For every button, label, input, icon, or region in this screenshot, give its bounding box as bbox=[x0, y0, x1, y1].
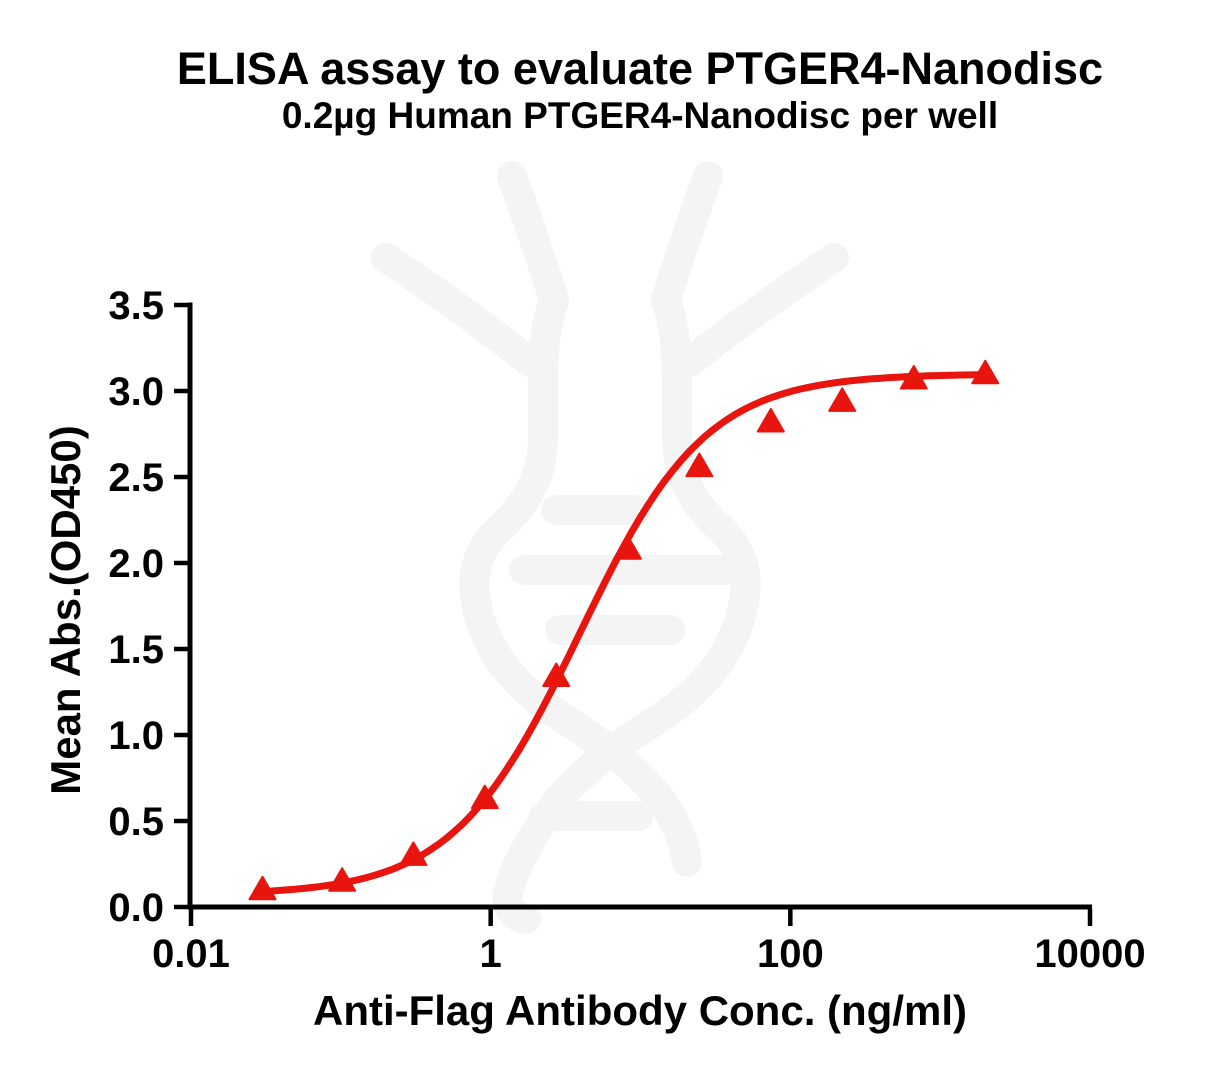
y-tick-label: 0.0 bbox=[108, 886, 164, 930]
chart-subtitle: 0.2µg Human PTGER4-Nanodisc per well bbox=[281, 95, 999, 136]
data-point-marker bbox=[685, 452, 714, 478]
x-tick-label: 100 bbox=[757, 932, 824, 976]
watermark-logo bbox=[651, 161, 723, 315]
y-tick-label: 1.5 bbox=[108, 628, 164, 672]
y-tick-label: 3.5 bbox=[108, 284, 164, 328]
watermark-logo bbox=[675, 243, 849, 377]
watermark-logo bbox=[492, 285, 761, 934]
data-point-marker bbox=[971, 359, 1000, 385]
y-tick-label: 1.0 bbox=[108, 714, 164, 758]
y-tick-label: 2.5 bbox=[108, 456, 164, 500]
x-tick-label: 10000 bbox=[1034, 932, 1145, 976]
data-point-marker bbox=[756, 407, 785, 433]
watermark-logo bbox=[371, 243, 545, 377]
data-point-marker bbox=[828, 387, 857, 412]
data-point-marker bbox=[399, 841, 428, 866]
watermark-logo bbox=[497, 161, 569, 315]
y-tick-label: 2.0 bbox=[108, 542, 164, 586]
y-tick-label: 0.5 bbox=[108, 800, 164, 844]
data-point-marker bbox=[470, 784, 499, 810]
x-tick-label: 0.01 bbox=[152, 932, 230, 976]
data-point-marker bbox=[613, 535, 642, 560]
data-point-marker bbox=[542, 662, 571, 688]
data-point-marker bbox=[248, 875, 277, 901]
chart-title: ELISA assay to evaluate PTGER4-Nanodisc bbox=[176, 43, 1104, 94]
data-point-marker bbox=[328, 867, 357, 892]
x-tick-label: 1 bbox=[480, 932, 502, 976]
data-point-marker bbox=[899, 364, 928, 390]
y-tick-label: 3.0 bbox=[108, 370, 164, 414]
watermark-logo bbox=[459, 285, 702, 877]
y-axis-label: Mean Abs.(OD450) bbox=[42, 425, 89, 795]
x-axis-label: Anti-Flag Antibody Conc. (ng/ml) bbox=[312, 987, 967, 1034]
